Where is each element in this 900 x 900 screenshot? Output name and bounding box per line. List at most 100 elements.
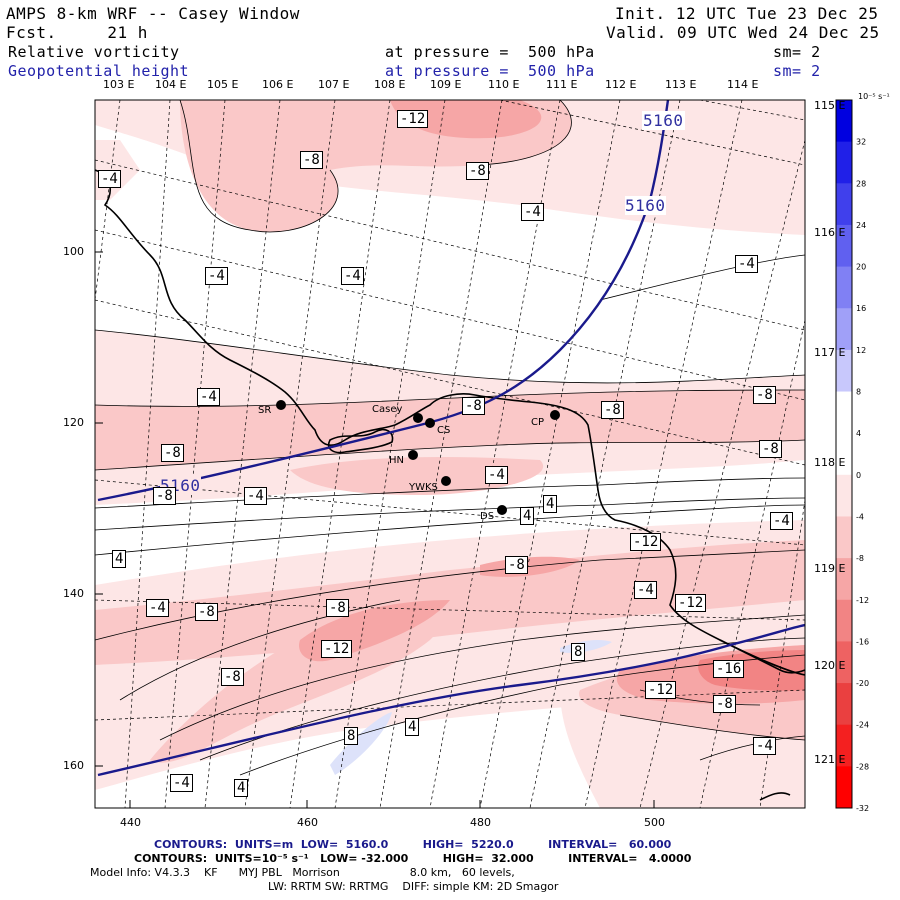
- height-contour-info: CONTOURS: UNITS=m LOW= 5160.0 HIGH= 5220…: [154, 838, 672, 851]
- lon-label-right: 117 E: [814, 346, 846, 359]
- vorticity-contour-label: 4: [520, 507, 535, 525]
- colorbar-swatch: [836, 683, 852, 726]
- colorbar-swatch: [836, 100, 852, 143]
- vorticity-contour-label: -16: [713, 660, 745, 678]
- vorticity-contour-label: 4: [234, 779, 249, 797]
- vorticity-contour-label: -4: [170, 774, 193, 792]
- station-label: Casey: [372, 404, 403, 415]
- vorticity-contour-label: -8: [326, 599, 349, 617]
- vorticity-contour-label: -4: [634, 581, 657, 599]
- colorbar-swatch: [836, 183, 852, 226]
- vorticity-contour-label: -8: [713, 695, 736, 713]
- lon-label-right: 119 E: [814, 562, 846, 575]
- lon-label-top: 106 E: [262, 78, 294, 91]
- vorticity-contour-label: -4: [753, 737, 776, 755]
- vorticity-contour-label: 8: [571, 643, 586, 661]
- vorticity-contour-label: 4: [543, 495, 558, 513]
- lon-label-top: 113 E: [665, 78, 697, 91]
- colorbar-tick-label: 24: [856, 221, 866, 230]
- chart-title: AMPS 8-km WRF -- Casey Window: [6, 4, 300, 23]
- axis-ticks: [95, 251, 655, 808]
- colorbar-tick-label: 16: [856, 304, 866, 313]
- colorbar-tick-label: -12: [856, 596, 869, 605]
- colorbar-swatch: [836, 391, 852, 434]
- vorticity-contour-label: -8: [462, 397, 485, 415]
- colorbar-tick-label: -24: [856, 721, 869, 730]
- vorticity-contour-label: -4: [98, 170, 121, 188]
- station-label: DS: [480, 511, 495, 522]
- graticule: [95, 100, 805, 808]
- x-tick-label: 460: [297, 816, 318, 829]
- vorticity-contour-label: 8: [344, 727, 359, 745]
- vorticity-contour-label: -4: [770, 512, 793, 530]
- station-marker-ywks: [441, 476, 451, 486]
- x-tick-label: 440: [120, 816, 141, 829]
- colorbar-units: 10⁻⁵ s⁻¹: [858, 92, 890, 101]
- y-tick-label: 120: [63, 416, 84, 429]
- vorticity-contour-label: -8: [505, 556, 528, 574]
- lon-label-right: 120 E: [814, 659, 846, 672]
- vorticity-contour-label: -8: [753, 386, 776, 404]
- colorbar-tick-label: -16: [856, 637, 869, 646]
- colorbar-tick-label: -8: [856, 554, 864, 563]
- vorticity-contour-label: -8: [195, 603, 218, 621]
- colorbar-swatch: [836, 308, 852, 351]
- lon-label-top: 103 E: [103, 78, 135, 91]
- field1-level: at pressure = 500 hPa: [385, 43, 595, 61]
- station-label: YWKS: [409, 482, 438, 493]
- colorbar-swatch: [836, 266, 852, 309]
- geopotential-contours: [97, 100, 805, 777]
- station-label: SR: [258, 405, 272, 416]
- vorticity-contour-label: -8: [221, 668, 244, 686]
- colorbar-swatch: [836, 349, 852, 393]
- vorticity-contour-label: -12: [397, 110, 429, 128]
- colorbar-tick-label: 8: [856, 388, 861, 397]
- station-marker-cp: [550, 410, 560, 420]
- field2-smoothing: sm= 2: [773, 62, 821, 80]
- lon-label-top: 109 E: [430, 78, 462, 91]
- colorbar-swatch: [836, 474, 852, 517]
- vorticity-contour-label: -8: [466, 162, 489, 180]
- station-marker-cs: [425, 418, 435, 428]
- station-marker-ds: [497, 505, 507, 515]
- colorbar-swatch: [836, 599, 852, 642]
- colorbar-tick-label: -28: [856, 762, 869, 771]
- colorbar-tick-label: 0: [856, 471, 861, 480]
- station-label: HN: [389, 455, 404, 466]
- colorbar-frame: [835, 99, 853, 809]
- lon-label-top: 112 E: [605, 78, 637, 91]
- lon-label-top: 107 E: [318, 78, 350, 91]
- height-contour-label: 5160: [642, 111, 685, 130]
- model-info-physics: LW: RRTM SW: RRTMG DIFF: simple KM: 2D S…: [268, 880, 559, 893]
- colorbar-tick-label: -4: [856, 512, 864, 521]
- station-label: CS: [437, 425, 451, 436]
- valid-time: Valid. 09 UTC Wed 24 Dec 25: [606, 23, 880, 42]
- field2-name: Geopotential height: [8, 62, 190, 80]
- vorticity-contour-label: 4: [112, 550, 127, 568]
- station-marker-sr: [276, 400, 286, 410]
- lon-label-top: 105 E: [207, 78, 239, 91]
- lon-label-right: 118 E: [814, 456, 846, 469]
- y-tick-label: 140: [63, 587, 84, 600]
- lon-label-top: 104 E: [155, 78, 187, 91]
- vorticity-contour-label: -12: [321, 640, 353, 658]
- colorbar-tick-label: 4: [856, 429, 861, 438]
- vorticity-contours: [95, 100, 805, 776]
- field1-smoothing: sm= 2: [773, 43, 821, 61]
- field2-level: at pressure = 500 hPa: [385, 62, 595, 80]
- colorbar-tick-label: 12: [856, 346, 866, 355]
- colorbar-swatch: [836, 724, 852, 767]
- field1-name: Relative vorticity: [8, 43, 180, 61]
- vorticity-contour-label: 4: [405, 718, 420, 736]
- vorticity-contour-label: -4: [197, 388, 220, 406]
- y-tick-label: 160: [63, 759, 84, 772]
- lon-label-top: 108 E: [374, 78, 406, 91]
- colorbar-swatch: [836, 766, 852, 809]
- vorticity-contour-label: -4: [341, 267, 364, 285]
- colorbar-swatch: [836, 224, 852, 268]
- lon-label-top: 110 E: [488, 78, 520, 91]
- vorticity-contour-label: -12: [630, 533, 662, 551]
- model-info: Model Info: V4.3.3 KF MYJ PBL Morrison 8…: [90, 866, 515, 879]
- vorticity-contour-label: -4: [146, 599, 169, 617]
